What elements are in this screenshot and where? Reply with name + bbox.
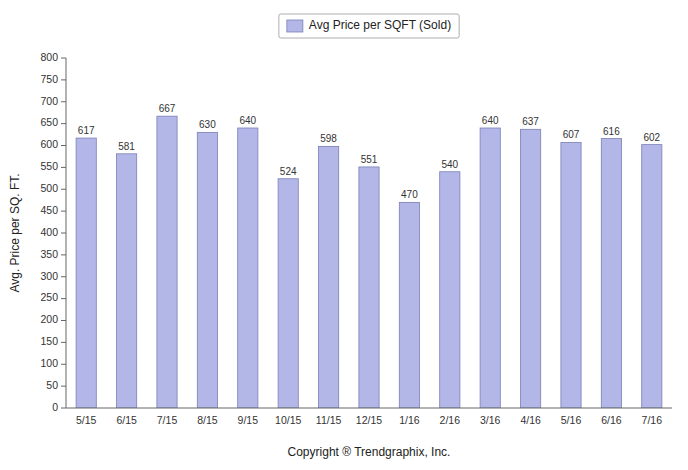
x-tick-label: 5/16 bbox=[561, 414, 582, 426]
y-tick bbox=[61, 342, 66, 343]
y-axis-label: Avg. Price per SQ. FT. bbox=[8, 173, 22, 292]
bar bbox=[278, 179, 298, 408]
bar bbox=[359, 167, 379, 408]
bar bbox=[117, 154, 137, 408]
data-label: 617 bbox=[78, 125, 95, 136]
data-label: 640 bbox=[239, 115, 256, 126]
bar bbox=[521, 129, 541, 408]
y-tick bbox=[61, 167, 66, 168]
y-tick-label: 150 bbox=[40, 335, 58, 347]
legend-frame bbox=[279, 14, 459, 38]
y-tick-label: 250 bbox=[40, 291, 58, 303]
data-label: 551 bbox=[361, 154, 378, 165]
data-labels: 617 581 667 630 640 524 598 551 470 540 640 637 607 6… bbox=[78, 103, 661, 200]
data-label: 524 bbox=[280, 166, 297, 177]
bar bbox=[601, 139, 621, 409]
bar bbox=[76, 138, 96, 408]
x-axis-label: Copyright ® Trendgraphix, Inc. bbox=[288, 445, 451, 459]
y-tick bbox=[61, 189, 66, 190]
y-tick bbox=[61, 320, 66, 321]
y-tick bbox=[61, 254, 66, 255]
bar bbox=[480, 128, 500, 408]
data-label: 640 bbox=[482, 115, 499, 126]
y-tick-label: 50 bbox=[46, 379, 58, 391]
x-axis: 5/15 6/15 7/15 8/15 9/15 10/15 11/15 12/15 1/16 2… bbox=[66, 408, 672, 426]
bar bbox=[238, 128, 258, 408]
y-tick-label: 600 bbox=[40, 138, 58, 150]
y-tick-label: 200 bbox=[40, 313, 58, 325]
y-tick bbox=[61, 211, 66, 212]
data-label: 602 bbox=[643, 132, 660, 143]
x-tick-label: 9/15 bbox=[238, 414, 259, 426]
y-tick-label: 400 bbox=[40, 226, 58, 238]
y-tick bbox=[61, 79, 66, 80]
x-tick-label: 6/16 bbox=[601, 414, 622, 426]
legend-swatch bbox=[287, 20, 303, 32]
y-tick-label: 700 bbox=[40, 95, 58, 107]
x-tick-label: 11/15 bbox=[316, 414, 342, 426]
data-label: 581 bbox=[118, 141, 135, 152]
y-tick-label: 550 bbox=[40, 160, 58, 172]
x-tick-label: 12/15 bbox=[356, 414, 382, 426]
y-tick bbox=[61, 101, 66, 102]
x-tick-label: 7/15 bbox=[157, 414, 178, 426]
y-tick-label: 0 bbox=[52, 401, 58, 413]
chart: 0 50 100 150 200 250 300 350 400 450 500 550 600 650 7… bbox=[0, 0, 688, 470]
x-tick-label: 1/16 bbox=[399, 414, 420, 426]
y-tick-label: 800 bbox=[40, 51, 58, 63]
y-tick bbox=[61, 58, 66, 59]
y-tick bbox=[61, 364, 66, 365]
x-tick-label: 8/15 bbox=[197, 414, 218, 426]
y-tick-label: 300 bbox=[40, 270, 58, 282]
y-tick-label: 750 bbox=[40, 73, 58, 85]
bar bbox=[157, 116, 177, 408]
data-label: 637 bbox=[522, 116, 539, 127]
data-label: 667 bbox=[159, 103, 176, 114]
y-tick bbox=[61, 276, 66, 277]
data-label: 540 bbox=[441, 159, 458, 170]
y-tick-label: 650 bbox=[40, 116, 58, 128]
y-tick-label: 100 bbox=[40, 357, 58, 369]
y-tick bbox=[61, 145, 66, 146]
y-tick-label: 500 bbox=[40, 182, 58, 194]
y-tick-label: 450 bbox=[40, 204, 58, 216]
y-tick-label: 350 bbox=[40, 248, 58, 260]
y-axis-line bbox=[66, 58, 67, 408]
x-tick-label: 4/16 bbox=[520, 414, 541, 426]
data-label: 598 bbox=[320, 133, 337, 144]
y-tick bbox=[61, 123, 66, 124]
x-tick-label: 10/15 bbox=[275, 414, 301, 426]
y-tick bbox=[61, 233, 66, 234]
y-tick bbox=[61, 298, 66, 299]
legend: Avg Price per SQFT (Sold) bbox=[279, 14, 459, 38]
y-axis: 0 50 100 150 200 250 300 350 400 450 500 550 600 650 7… bbox=[40, 51, 66, 413]
data-label: 470 bbox=[401, 189, 418, 200]
bar bbox=[440, 172, 460, 408]
data-label: 607 bbox=[563, 129, 580, 140]
bar bbox=[197, 132, 217, 408]
x-tick-label: 5/15 bbox=[76, 414, 97, 426]
data-label: 630 bbox=[199, 119, 216, 130]
chart-container: 0 50 100 150 200 250 300 350 400 450 500 550 600 650 7… bbox=[0, 0, 688, 470]
bar bbox=[642, 145, 662, 408]
x-tick-label: 2/16 bbox=[440, 414, 461, 426]
y-tick bbox=[61, 408, 66, 409]
x-axis-line bbox=[66, 408, 672, 409]
bar bbox=[319, 146, 339, 408]
y-tick bbox=[61, 386, 66, 387]
bar bbox=[561, 142, 581, 408]
data-label: 616 bbox=[603, 126, 620, 137]
x-tick-label: 6/15 bbox=[116, 414, 137, 426]
x-tick-label: 3/16 bbox=[480, 414, 501, 426]
x-tick-label: 7/16 bbox=[642, 414, 663, 426]
bar bbox=[399, 202, 419, 408]
bars bbox=[76, 116, 662, 408]
legend-label: Avg Price per SQFT (Sold) bbox=[309, 18, 451, 32]
